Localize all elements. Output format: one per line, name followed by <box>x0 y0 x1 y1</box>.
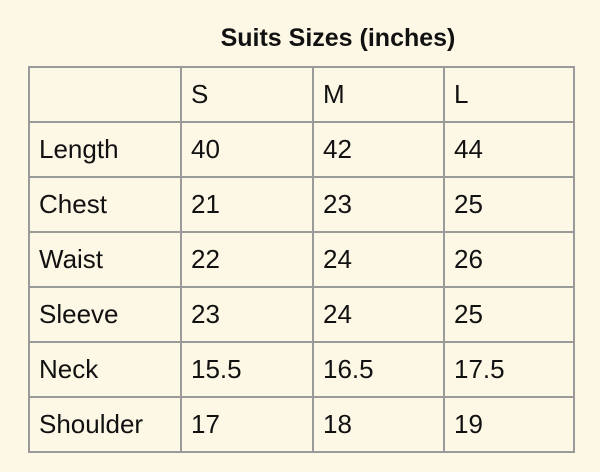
table-row: Waist 22 24 26 <box>28 231 575 288</box>
table-title: Suits Sizes (inches) <box>220 24 456 52</box>
size-table: S M L Length 40 42 44 Chest 21 23 25 Waist 22 24 26 Sle… <box>28 66 575 453</box>
size-cell: 25 <box>443 176 575 233</box>
row-label: Sleeve <box>28 286 182 343</box>
row-label: Chest <box>28 176 182 233</box>
table-row: Length 40 42 44 <box>28 121 575 178</box>
size-cell: 19 <box>443 396 575 453</box>
size-cell: 23 <box>312 176 445 233</box>
size-cell: 24 <box>312 231 445 288</box>
table-row: Sleeve 23 24 25 <box>28 286 575 343</box>
size-cell: 25 <box>443 286 575 343</box>
row-label: Waist <box>28 231 182 288</box>
size-cell: 40 <box>180 121 314 178</box>
column-header: M <box>312 66 445 123</box>
size-cell: 42 <box>312 121 445 178</box>
size-cell: 17 <box>180 396 314 453</box>
row-label: Neck <box>28 341 182 398</box>
size-cell: 23 <box>180 286 314 343</box>
row-label: Shoulder <box>28 396 182 453</box>
size-cell: 16.5 <box>312 341 445 398</box>
table-row: Shoulder 17 18 19 <box>28 396 575 453</box>
column-header: S <box>180 66 314 123</box>
size-cell: 22 <box>180 231 314 288</box>
size-cell: 44 <box>443 121 575 178</box>
size-cell: 21 <box>180 176 314 233</box>
size-cell: 26 <box>443 231 575 288</box>
corner-cell <box>28 66 182 123</box>
column-header: L <box>443 66 575 123</box>
table-row: Chest 21 23 25 <box>28 176 575 233</box>
size-cell: 17.5 <box>443 341 575 398</box>
size-cell: 24 <box>312 286 445 343</box>
row-label: Length <box>28 121 182 178</box>
size-cell: 18 <box>312 396 445 453</box>
table-row: Neck 15.5 16.5 17.5 <box>28 341 575 398</box>
size-cell: 15.5 <box>180 341 314 398</box>
